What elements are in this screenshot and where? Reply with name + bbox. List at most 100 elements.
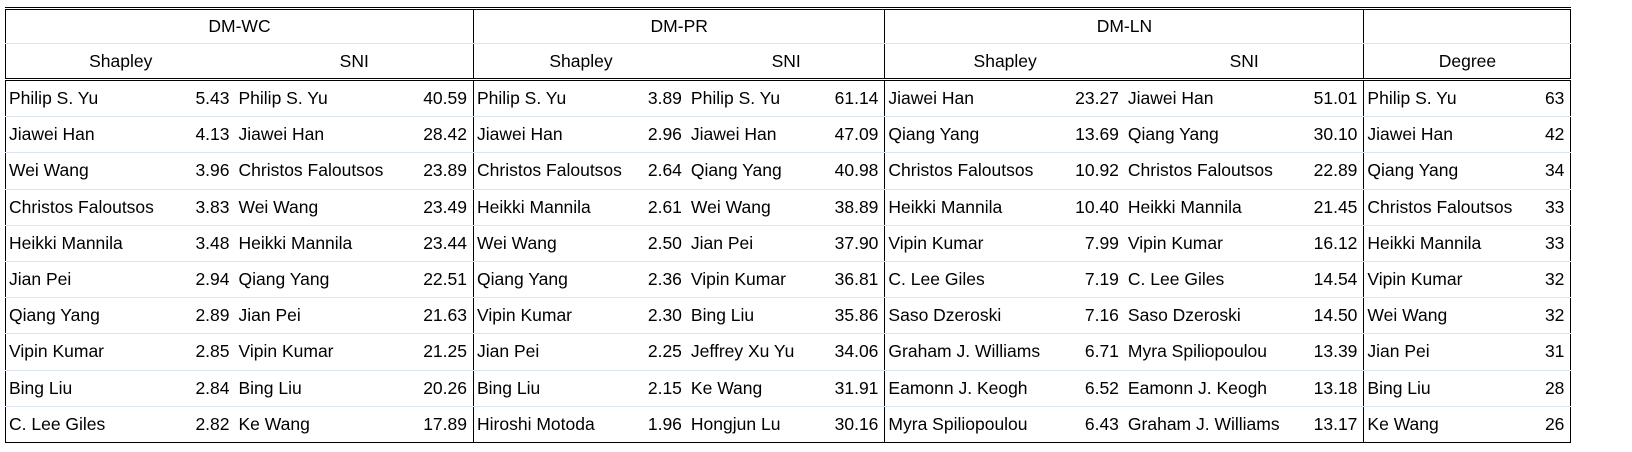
author-name: Jeffrey Xu Yu [687,333,820,371]
author-name: Heikki Mannila [884,189,1060,226]
score-value: 35.86 [819,297,885,335]
author-name: Hongjun Lu [690,413,781,434]
degree-value: 32 [1523,261,1571,299]
author-name: Ke Wang [1363,406,1524,443]
author-name: Vipin Kumar [235,333,409,371]
author-name: Philip S. Yu [1363,79,1524,118]
author-name: Qiang Yang [472,261,625,299]
score-value: 13.69 [1059,116,1125,154]
score-value: 2.50 [624,225,688,262]
author-name: Graham J. Williams [1127,413,1280,434]
table-row: Heikki Mannila 3.48 Heikki Mannila 23.44 Wei… [5,225,1571,262]
group-title: DM-LN [884,8,1364,44]
score-value: 6.52 [1059,370,1125,407]
author-name: Heikki Mannila [5,225,169,262]
author-name: Saso Dzeroski [884,297,1060,335]
score-value: 1.96 [647,413,682,434]
score-value: 5.43 [168,79,236,118]
score-value: 2.82 [195,413,230,434]
degree-value: 33 [1523,225,1571,262]
author-name: Christos Faloutsos [5,189,169,226]
author-name: Wei Wang [5,152,169,190]
author-name: Qiang Yang [5,297,169,335]
score-value: 2.64 [624,152,688,190]
degree-value: 31 [1523,333,1571,371]
author-name: Vipin Kumar [472,297,625,335]
metric-header: Shapley [472,43,688,81]
score-value: 2.36 [624,261,688,299]
author-name: Vipin Kumar [687,261,820,299]
score-value: 14.50 [1294,297,1364,335]
author-name: Jian Pei [687,225,820,262]
score-value: 3.48 [168,225,236,262]
score-value: 7.99 [1059,225,1125,262]
score-value: 2.94 [168,261,236,299]
score-value: 21.45 [1294,189,1364,226]
author-name: Qiang Yang [235,261,409,299]
author-name: C. Lee Giles [1124,261,1295,299]
table-row: Jiawei Han 4.13 Jiawei Han 28.42 Jiawei Han 2… [5,116,1571,154]
score-value: 40.98 [819,152,885,190]
score-value: 7.16 [1059,297,1125,335]
author-name: Jian Pei [1363,333,1524,371]
author-name: Christos Faloutsos [1363,189,1524,226]
score-value: 38.89 [819,189,885,226]
author-name: Eamonn J. Keogh [1124,370,1295,407]
score-value: 16.12 [1294,225,1364,262]
author-name: Heikki Mannila [1363,225,1524,262]
score-value: 36.81 [819,261,885,299]
author-name: Jiawei Han [472,116,625,154]
author-name: Jiawei Han [884,79,1060,118]
author-name: C. Lee Giles [9,413,106,434]
degree-value: 63 [1523,79,1571,118]
score-value: 40.59 [408,79,474,118]
author-name: Jian Pei [472,333,625,371]
author-name: Bing Liu [5,370,169,407]
degree-value: 34 [1523,152,1571,190]
score-value: 6.43 [1084,413,1119,434]
author-name: Christos Faloutsos [1124,152,1295,190]
author-name: Philip S. Yu [687,79,820,118]
score-value: 2.89 [168,297,236,335]
author-name: Qiang Yang [1124,116,1295,154]
author-name: Ke Wang [238,413,310,434]
group-title: DM-WC [5,8,474,44]
table-row: Jian Pei 2.94 Qiang Yang 22.51 Qiang Yang 2.3… [5,261,1571,299]
table-row: C. Lee Giles 2.82 Ke Wang 17.89 Hiroshi Moto… [6,406,1571,443]
score-value: 3.89 [624,79,688,118]
score-value: 61.14 [819,79,885,118]
author-name: Heikki Mannila [472,189,625,226]
score-value: 51.01 [1294,79,1364,118]
author-name: Heikki Mannila [1124,189,1295,226]
score-value: 13.39 [1294,333,1364,371]
table-row: Wei Wang 3.96 Christos Faloutsos 23.89 Chris… [5,152,1571,190]
author-name: Christos Faloutsos [235,152,409,190]
metric-header: SNI [1124,43,1364,81]
score-value: 20.26 [408,370,474,407]
score-value: 22.51 [408,261,474,299]
score-value: 2.15 [624,370,688,407]
score-value: 23.27 [1059,79,1125,118]
author-name: Philip S. Yu [5,79,169,118]
author-name: Myra Spiliopoulou [1124,333,1295,371]
author-name: Jiawei Han [687,116,820,154]
author-name: Jian Pei [5,261,169,299]
score-value: 6.71 [1059,333,1125,371]
degree-value: 32 [1523,297,1571,335]
author-name: Qiang Yang [1363,152,1524,190]
metric-header: Shapley [884,43,1125,81]
score-value: 34.06 [819,333,885,371]
author-name: Vipin Kumar [1124,225,1295,262]
author-name: Bing Liu [472,370,625,407]
author-name: Vipin Kumar [5,333,169,371]
author-name: Saso Dzeroski [1124,297,1295,335]
author-name: Wei Wang [1363,297,1524,335]
degree-value: 26 [1544,413,1565,434]
score-value: 23.89 [408,152,474,190]
score-value: 14.54 [1294,261,1364,299]
table-row: Bing Liu 2.84 Bing Liu 20.26 Bing Liu 2.15 Ke … [5,370,1571,407]
score-value: 10.40 [1059,189,1125,226]
author-name: Myra Spiliopoulou [884,406,1060,443]
score-value: 22.89 [1294,152,1364,190]
author-name: Ke Wang [687,370,820,407]
